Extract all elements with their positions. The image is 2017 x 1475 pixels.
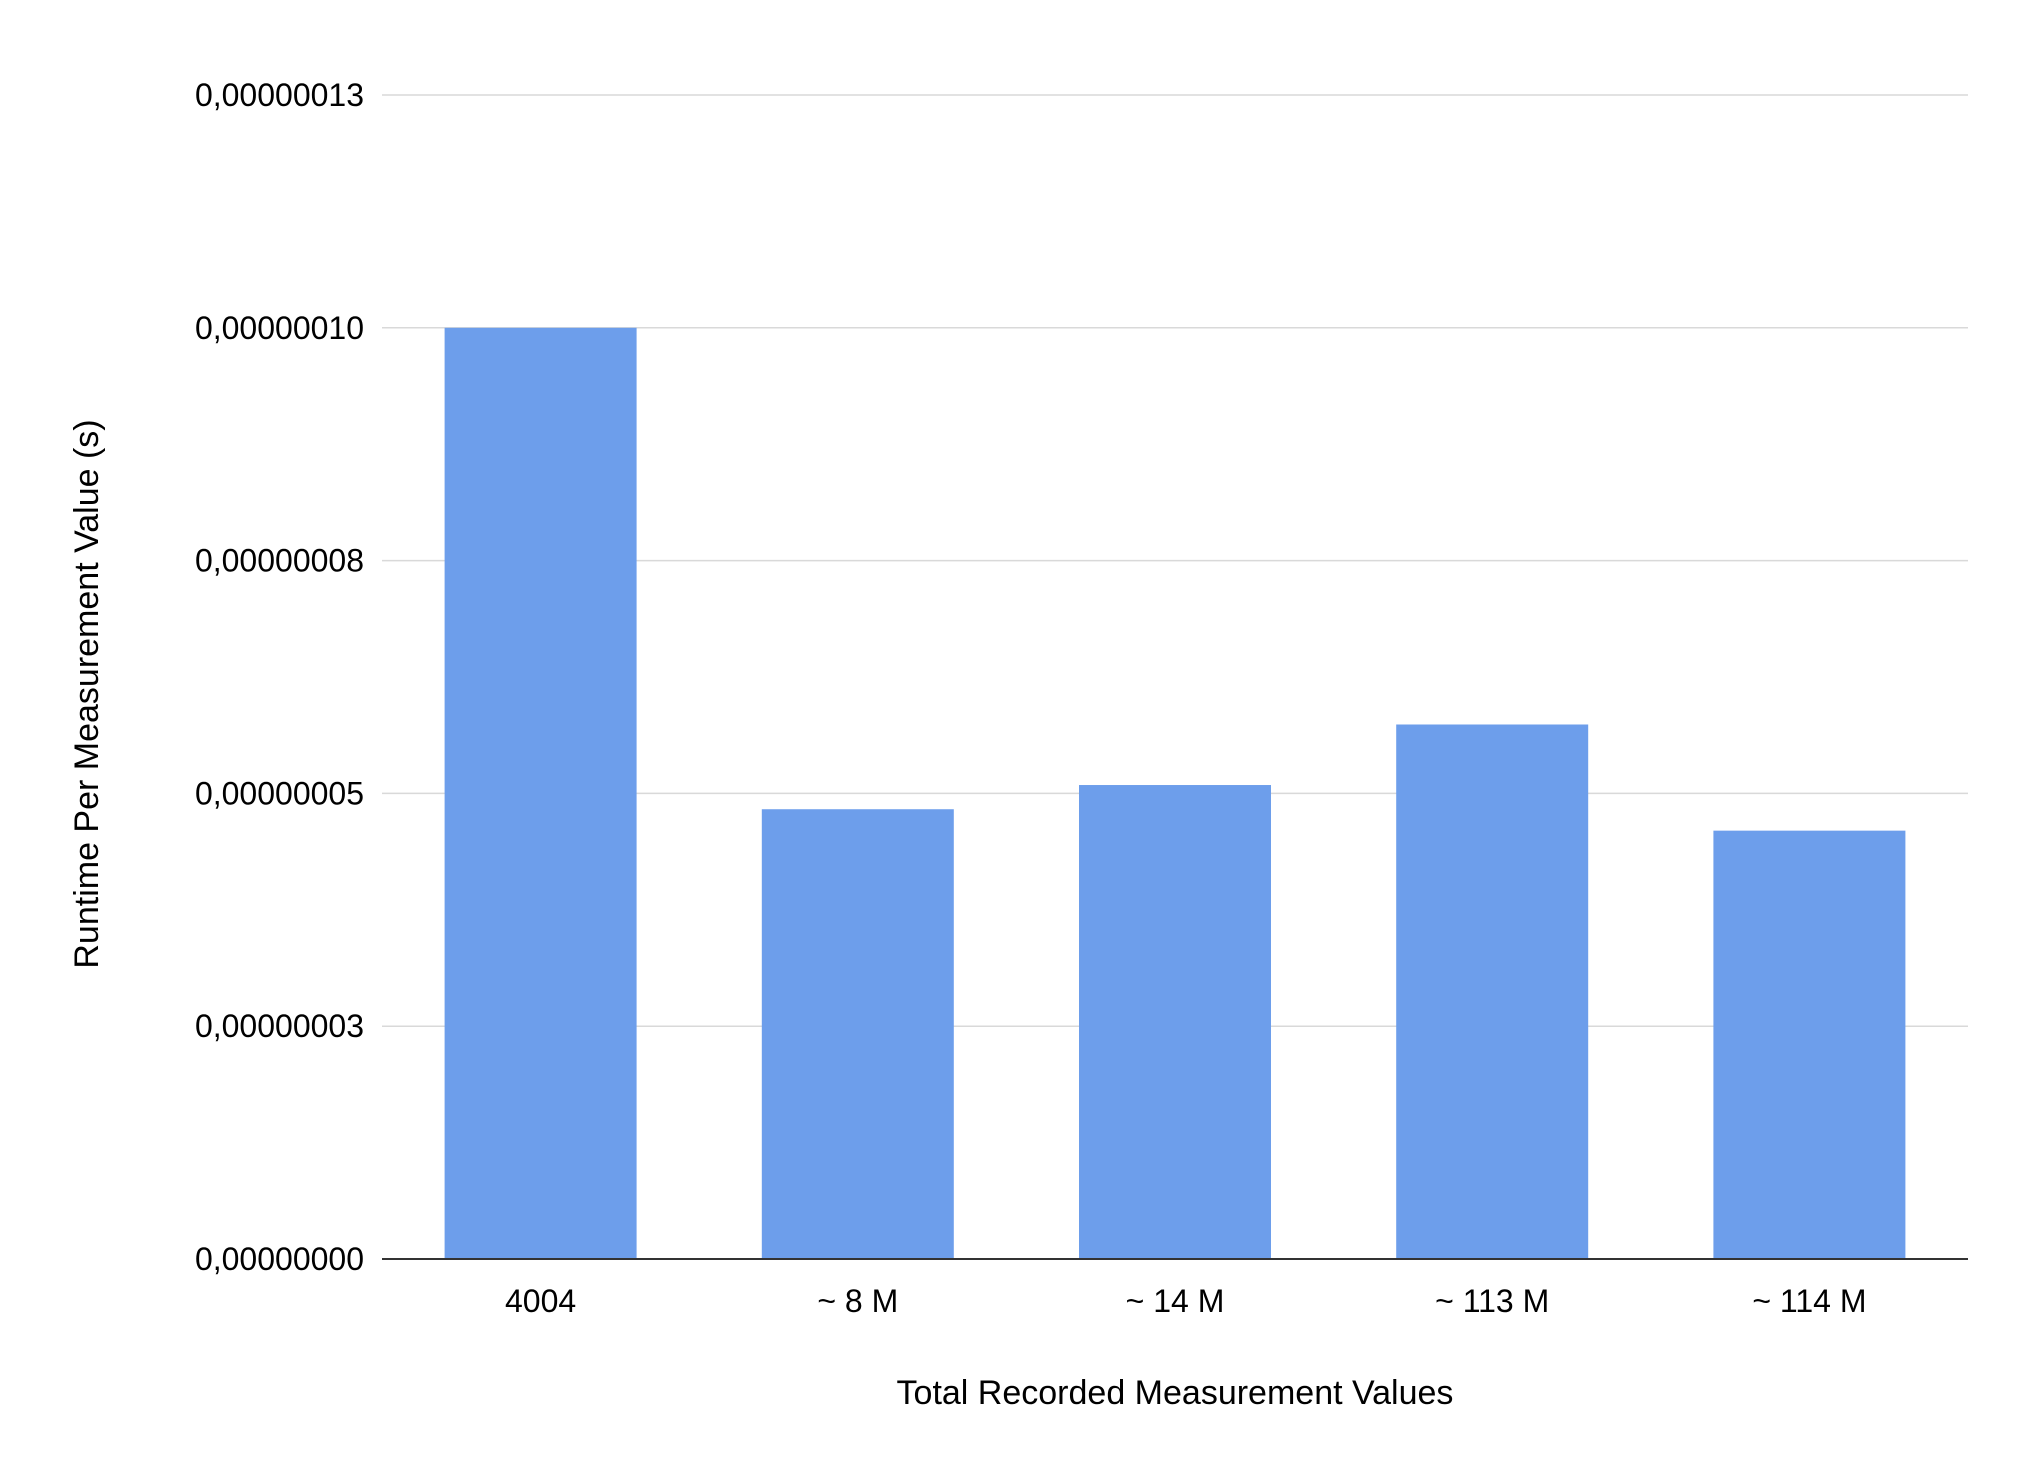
y-tick-label: 0,00000013	[195, 77, 364, 113]
gridlines	[382, 94, 1968, 1027]
bars	[444, 327, 1906, 1259]
bar	[444, 327, 637, 1259]
x-tick-label: ~ 14 M	[1126, 1283, 1225, 1319]
y-axis-ticks: 0,00000000 0,00000003 0,00000005 0,00000008…	[195, 77, 364, 1277]
y-tick-label: 0,00000010	[195, 310, 364, 346]
y-tick-label: 0,00000008	[195, 543, 364, 579]
x-tick-label: ~ 8 M	[817, 1283, 898, 1319]
x-axis-ticks: 4004 ~ 8 M ~ 14 M ~ 113 M ~ 114 M	[505, 1283, 1866, 1319]
y-tick-label: 0,00000003	[195, 1008, 364, 1044]
bar	[1396, 724, 1589, 1259]
y-tick-label: 0,00000000	[195, 1241, 364, 1277]
y-tick-label: 0,00000005	[195, 775, 364, 811]
x-tick-label: 4004	[505, 1283, 576, 1319]
y-axis-title: Runtime Per Measurement Value (s)	[68, 419, 106, 968]
bar	[761, 809, 954, 1259]
bar	[1079, 785, 1271, 1259]
x-tick-label: ~ 113 M	[1435, 1283, 1549, 1319]
x-tick-label: ~ 114 M	[1752, 1283, 1866, 1319]
bar	[1713, 830, 1906, 1259]
x-axis-title: Total Recorded Measurement Values	[897, 1374, 1454, 1412]
